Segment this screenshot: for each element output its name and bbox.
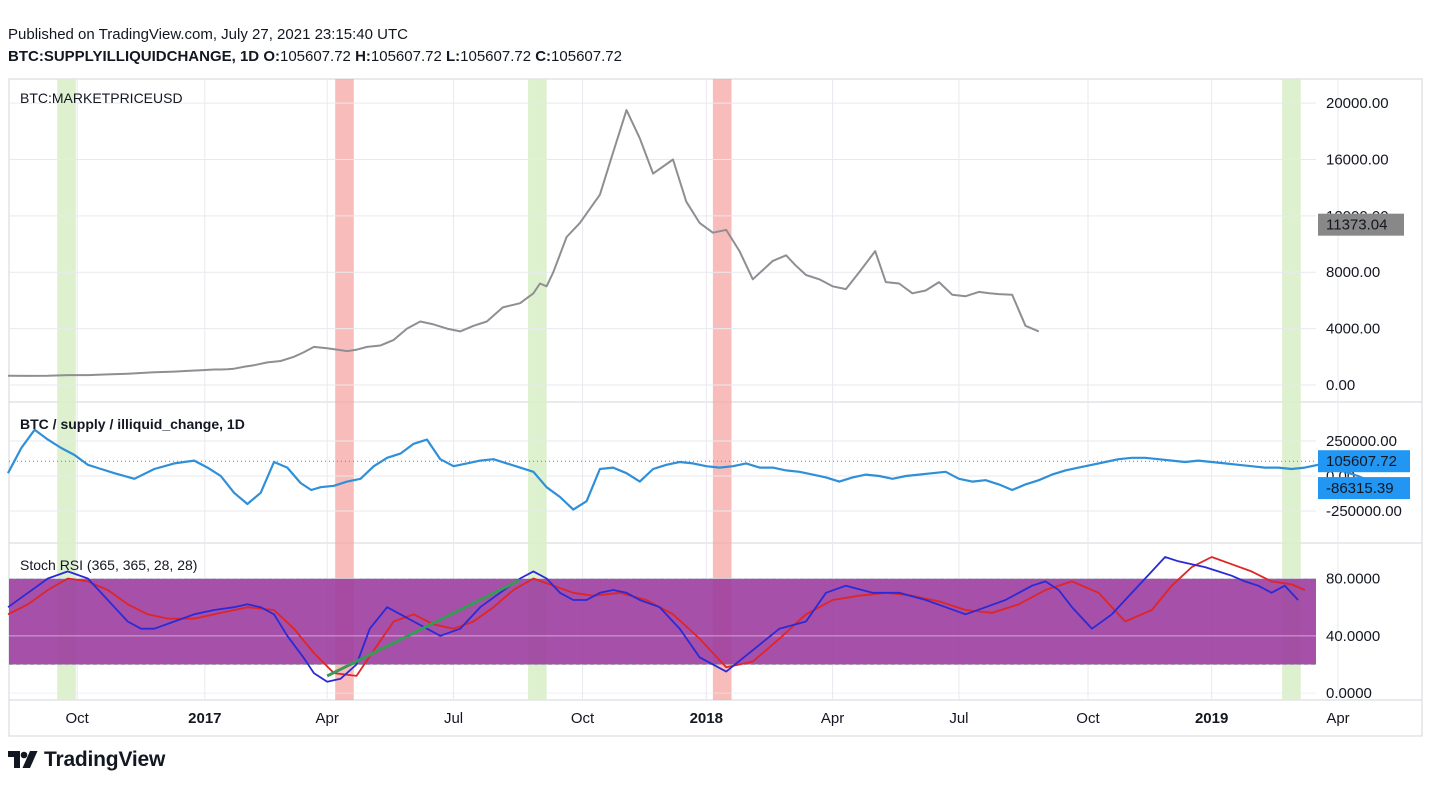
supply-secondary-value-badge — [1318, 477, 1410, 500]
tradingview-logo-icon — [8, 751, 38, 768]
x-axis-tick: Apr — [1326, 710, 1349, 727]
open-label: O: — [263, 48, 280, 65]
published-line: Published on TradingView.com, July 27, 2… — [8, 26, 408, 43]
price-axis-tick: 4000.00 — [1326, 321, 1380, 338]
symbol-line: BTC:SUPPLYILLIQUIDCHANGE, 1D O:105607.72… — [8, 48, 622, 65]
price-axis-tick: 20000.00 — [1326, 95, 1389, 112]
price-last-value-badge — [1318, 213, 1404, 236]
close-value: 105607.72 — [551, 48, 622, 65]
supply-last-value-text: 105607.72 — [1326, 453, 1397, 470]
supply-axis-tick: -250000.00 — [1326, 503, 1402, 520]
high-value: 105607.72 — [370, 48, 442, 65]
rsi-d-line — [7, 556, 1306, 677]
rsi-band — [9, 578, 1316, 665]
price-pane-title: BTC:MARKETPRICEUSD — [20, 90, 183, 106]
rsi-trend-line — [326, 578, 521, 678]
rsi-k-line — [7, 556, 1299, 683]
price-axis-tick: 0.00 — [1326, 377, 1355, 394]
x-axis-tick: Jul — [949, 710, 968, 727]
x-axis-tick: Oct — [65, 710, 89, 727]
low-value: 105607.72 — [460, 48, 532, 65]
price-last-value-text: 11373.04 — [1326, 217, 1387, 234]
supply-axis-tick: 250000.00 — [1326, 433, 1397, 450]
shaded-zone-green — [1282, 79, 1301, 700]
x-axis-tick: Oct — [571, 710, 595, 727]
x-axis-tick: 2017 — [188, 710, 221, 727]
price-line — [7, 109, 1040, 377]
close-label: C: — [535, 48, 552, 65]
price-axis-tick: 8000.00 — [1326, 264, 1380, 281]
open-value: 105607.72 — [279, 48, 351, 65]
x-axis-tick: Apr — [821, 710, 844, 727]
shaded-zone-red — [335, 79, 354, 700]
tradingview-logo-text: TradingView — [44, 748, 166, 771]
symbol-name: BTC:SUPPLYILLIQUIDCHANGE, 1D — [8, 48, 260, 65]
supply-pane-title: BTC / supply / illiquid_change, 1D — [20, 416, 245, 432]
rsi-axis-tick: 80.0000 — [1326, 571, 1380, 588]
shaded-zone-green — [528, 79, 547, 700]
price-axis-tick: 16000.00 — [1326, 151, 1389, 168]
x-axis-tick: Apr — [316, 710, 339, 727]
x-axis-tick: Oct — [1076, 710, 1100, 727]
high-label: H: — [355, 48, 371, 65]
shaded-zone-green — [57, 79, 76, 700]
supply-last-value-badge — [1318, 450, 1410, 473]
tradingview-logo[interactable]: TradingView — [8, 748, 165, 772]
x-axis-tick: Jul — [444, 710, 463, 727]
rsi-axis-tick: 40.0000 — [1326, 628, 1380, 645]
supply-secondary-value-text: -86315.39 — [1326, 480, 1394, 497]
supply-line — [7, 428, 1386, 511]
rsi-pane-title: Stoch RSI (365, 365, 28, 28) — [20, 557, 197, 573]
rsi-axis-tick: 0.0000 — [1326, 685, 1372, 702]
x-axis-tick: 2019 — [1195, 710, 1228, 727]
shaded-zone-red — [712, 79, 732, 700]
x-axis-tick: 2018 — [690, 710, 723, 727]
low-label: L: — [445, 48, 461, 65]
